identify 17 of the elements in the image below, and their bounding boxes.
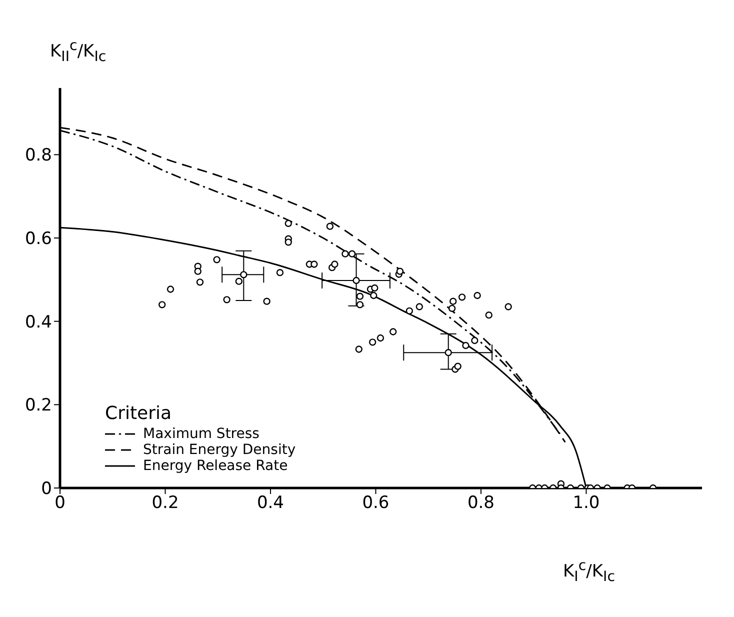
y-tick-label: 0.8: [24, 146, 52, 166]
x-tick-label: 0.2: [152, 493, 179, 514]
x-tick-label: 0.8: [467, 493, 495, 514]
y-tick-label: 0: [41, 479, 52, 500]
legend-title: Criteria: [105, 403, 173, 424]
legend-label: Energy Release Rate: [143, 458, 288, 474]
legend-label: Strain Energy Density: [143, 442, 296, 458]
x-tick-label: 0: [54, 493, 66, 514]
y-tick-label: 0.2: [24, 396, 52, 416]
y-axis-title: K$_{II}$$^{c}$/K$_{Ic}$: [50, 38, 106, 66]
x-tick-label: 1.0: [572, 493, 600, 514]
legend-label: Maximum Stress: [143, 426, 260, 442]
x-tick-label: 0.4: [256, 493, 284, 514]
y-tick-label: 0.4: [24, 312, 52, 332]
x-axis-title: K$_{I}$$^{c}$/K$_{Ic}$: [563, 558, 615, 586]
x-tick-label: 0.6: [362, 493, 390, 514]
y-tick-label: 0.6: [24, 229, 52, 250]
